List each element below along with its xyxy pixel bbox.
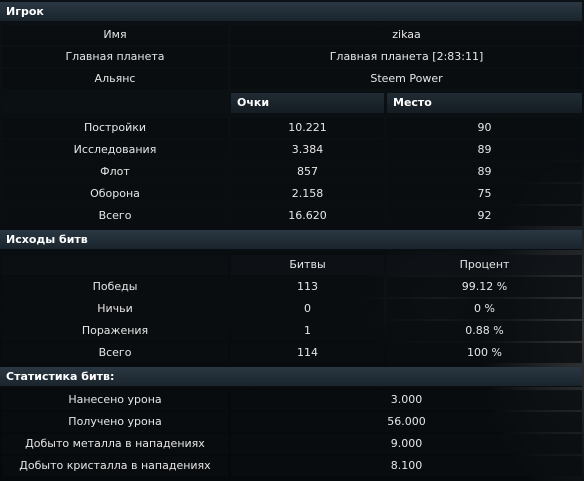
points-row-points: 10.221 <box>231 118 384 138</box>
points-row-points: 3.384 <box>231 140 384 160</box>
points-column-header: Очки <box>231 93 384 113</box>
points-header-blank <box>2 93 228 113</box>
battle-row-label: Победы <box>2 277 228 297</box>
alliance-label: Альянс <box>2 69 228 89</box>
battle-outcomes-header: Исходы битв <box>0 230 582 250</box>
stat-row-label: Добыто кристалла в нападениях <box>2 456 228 476</box>
stat-row-value: 3.000 <box>231 390 582 410</box>
battle-total-percent: 100 % <box>387 343 582 363</box>
battle-row-percent: 0 % <box>387 299 582 319</box>
name-value: zikaa <box>231 25 582 45</box>
points-row-place: 75 <box>387 184 582 204</box>
points-row-label: Флот <box>2 162 228 182</box>
stat-row-value: 56.000 <box>231 412 582 432</box>
points-row-points: 2.158 <box>231 184 384 204</box>
battle-total-count: 114 <box>231 343 384 363</box>
battle-row-label: Поражения <box>2 321 228 341</box>
battle-stats-header: Статистика битв: <box>0 367 582 387</box>
stat-row-label: Получено урона <box>2 412 228 432</box>
points-row-points: 857 <box>231 162 384 182</box>
alliance-value[interactable]: Steem Power <box>231 69 582 89</box>
home-planet-value[interactable]: Главная планета [2:83:11] <box>231 47 582 67</box>
battle-row-count: 113 <box>231 277 384 297</box>
battle-row-count: 1 <box>231 321 384 341</box>
points-total-label: Всего <box>2 206 228 226</box>
points-row-label: Исследования <box>2 140 228 160</box>
player-section-header: Игрок <box>0 2 582 22</box>
percent-column-header: Процент <box>387 255 582 275</box>
points-total-place: 92 <box>387 206 582 226</box>
battles-column-header: Битвы <box>231 255 384 275</box>
battle-row-percent: 0.88 % <box>387 321 582 341</box>
points-row-place: 90 <box>387 118 582 138</box>
home-planet-label: Главная планета <box>2 47 228 67</box>
name-label: Имя <box>2 25 228 45</box>
points-row-label: Оборона <box>2 184 228 204</box>
points-row-place: 89 <box>387 140 582 160</box>
battle-row-label: Ничьи <box>2 299 228 319</box>
battle-total-label: Всего <box>2 343 228 363</box>
stat-row-value: 8.100 <box>231 456 582 476</box>
points-row-label: Постройки <box>2 118 228 138</box>
place-column-header: Место <box>387 93 582 113</box>
stat-row-label: Нанесено урона <box>2 390 228 410</box>
battles-header-blank <box>2 255 228 275</box>
battle-row-percent: 99.12 % <box>387 277 582 297</box>
points-row-place: 89 <box>387 162 582 182</box>
stat-row-label: Добыто металла в нападениях <box>2 434 228 454</box>
points-total-points: 16.620 <box>231 206 384 226</box>
stat-row-value: 9.000 <box>231 434 582 454</box>
battle-row-count: 0 <box>231 299 384 319</box>
